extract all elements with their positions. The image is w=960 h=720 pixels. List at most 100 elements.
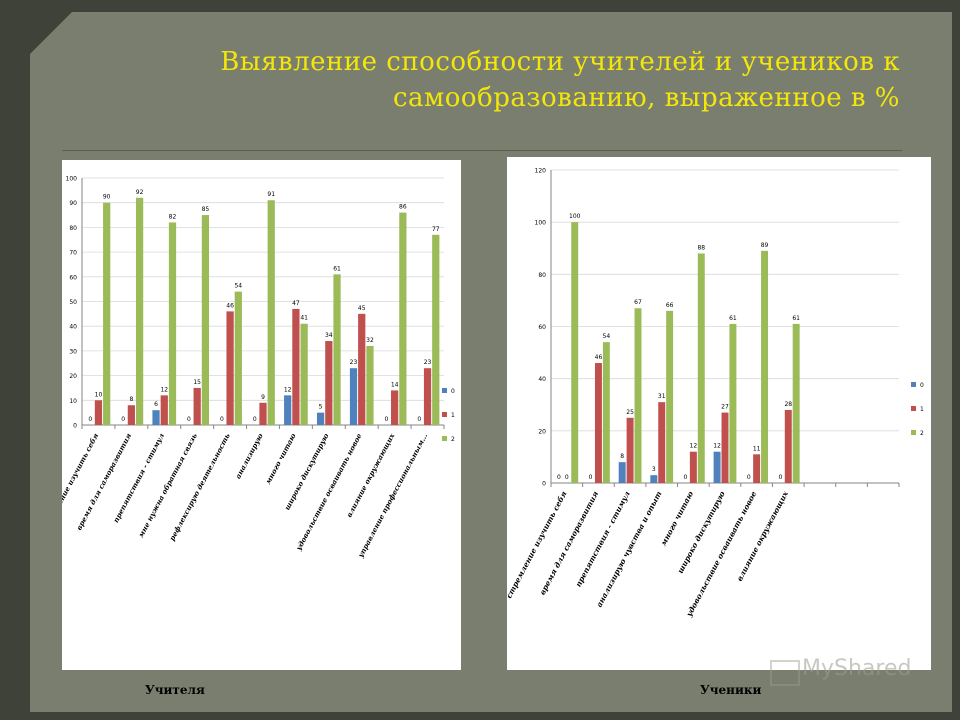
legend-label-1: 1 bbox=[920, 406, 924, 413]
category-label-0: стремление изучить себя bbox=[507, 490, 569, 600]
data-label-series-2-1: 54 bbox=[603, 333, 611, 340]
data-label-series-2-0: 100 bbox=[569, 213, 581, 220]
bar-series-2-1 bbox=[602, 342, 610, 483]
bar-series-2-7 bbox=[792, 323, 800, 483]
bar-series-1-7 bbox=[784, 409, 792, 483]
bar-series-2-8 bbox=[366, 345, 374, 425]
data-label-series-0-5: 0 bbox=[253, 416, 257, 423]
bar-series-1-4 bbox=[226, 311, 234, 425]
data-label-series-2-9: 86 bbox=[399, 204, 407, 211]
students-chart-panel: 0 20 40 60 80 100 120 0 0 100 стремление изучить с… bbox=[507, 157, 931, 670]
data-label-series-1-7: 28 bbox=[784, 401, 792, 408]
legend-label-0: 0 bbox=[451, 388, 455, 395]
bar-series-2-3 bbox=[201, 215, 210, 425]
y-tick-label-9: 90 bbox=[69, 200, 77, 207]
bar-series-2-4 bbox=[234, 291, 242, 425]
y-tick-label-7: 70 bbox=[69, 250, 77, 257]
data-label-series-1-8: 45 bbox=[358, 305, 366, 312]
data-label-series-0-10: 0 bbox=[417, 416, 421, 423]
data-label-series-1-2: 25 bbox=[626, 409, 634, 416]
bar-series-1-1 bbox=[594, 363, 602, 483]
category-label-3: мне нужна обратная связь bbox=[136, 431, 199, 539]
data-label-series-1-3: 15 bbox=[193, 379, 201, 386]
y-tick-label-4: 40 bbox=[69, 324, 77, 331]
data-label-series-1-10: 23 bbox=[424, 359, 432, 366]
data-label-series-1-7: 34 bbox=[325, 332, 333, 339]
legend-swatch-2 bbox=[911, 430, 916, 435]
data-label-series-1-5: 27 bbox=[721, 404, 729, 411]
bar-series-0-2 bbox=[152, 410, 160, 425]
legend-label-2: 2 bbox=[451, 436, 455, 443]
bar-series-1-0 bbox=[94, 400, 103, 425]
teachers-caption: Учителя bbox=[145, 683, 205, 697]
bar-series-1-5 bbox=[721, 412, 729, 483]
slide-corner bbox=[30, 12, 72, 54]
data-label-series-0-8: 23 bbox=[350, 359, 358, 366]
y-tick-label-2: 20 bbox=[69, 373, 77, 380]
bar-series-1-3 bbox=[193, 387, 201, 425]
teachers-chart-panel: 0 10 20 30 40 50 60 70 80 90 100 0 10 90 стремление из… bbox=[62, 160, 461, 670]
data-label-series-0-7: 5 bbox=[319, 404, 323, 411]
data-label-series-0-3: 0 bbox=[187, 416, 191, 423]
data-label-series-1-3: 31 bbox=[658, 393, 666, 400]
data-label-series-2-3: 66 bbox=[666, 302, 674, 309]
data-label-series-0-7: 0 bbox=[778, 474, 782, 481]
data-label-series-2-2: 67 bbox=[634, 299, 642, 306]
data-label-series-2-8: 32 bbox=[366, 337, 374, 344]
data-label-series-0-0: 0 bbox=[88, 416, 92, 423]
y-tick-label-6: 120 bbox=[535, 168, 547, 175]
category-label-2: препятствия - стимул bbox=[574, 489, 632, 588]
y-tick-label-2: 40 bbox=[538, 376, 546, 383]
category-label-5: анализирую bbox=[233, 432, 264, 480]
bar-series-2-2 bbox=[634, 308, 642, 483]
data-label-series-0-2: 6 bbox=[154, 401, 158, 408]
y-tick-label-6: 60 bbox=[69, 274, 77, 281]
bar-series-1-2 bbox=[626, 417, 634, 483]
data-label-series-1-1: 46 bbox=[595, 354, 603, 361]
y-tick-label-5: 50 bbox=[69, 299, 77, 306]
bar-series-0-5 bbox=[713, 451, 721, 483]
data-label-series-0-6: 12 bbox=[284, 386, 292, 393]
bar-series-0-7 bbox=[316, 412, 325, 425]
category-label-4: много читаю bbox=[659, 489, 696, 547]
students-caption: Ученики bbox=[700, 683, 762, 697]
data-label-series-2-4: 54 bbox=[234, 283, 242, 290]
category-label-1: время для саморазвития bbox=[74, 431, 133, 531]
bar-series-2-7 bbox=[333, 274, 341, 425]
data-label-series-1-9: 14 bbox=[391, 381, 399, 388]
data-label-series-2-5: 61 bbox=[729, 315, 737, 322]
bar-series-1-1 bbox=[127, 405, 135, 425]
bar-series-2-4 bbox=[697, 253, 705, 483]
bar-series-2-9 bbox=[399, 212, 407, 425]
title-divider bbox=[62, 150, 902, 151]
category-label-10: управление профессиональным... bbox=[356, 432, 430, 560]
slide-title: Выявление способности учителей и ученико… bbox=[80, 44, 900, 116]
legend-swatch-0 bbox=[911, 382, 916, 387]
y-tick-label-3: 60 bbox=[538, 324, 546, 331]
y-tick-label-0: 0 bbox=[73, 423, 77, 430]
bar-series-1-10 bbox=[423, 368, 432, 425]
y-tick-label-4: 80 bbox=[538, 272, 546, 279]
bar-series-1-9 bbox=[391, 390, 399, 425]
legend-swatch-0 bbox=[442, 388, 447, 393]
data-label-series-1-0: 10 bbox=[95, 391, 103, 398]
watermark-logo bbox=[770, 660, 800, 686]
bar-series-2-0 bbox=[103, 202, 111, 425]
bar-series-0-8 bbox=[349, 368, 358, 425]
data-label-series-1-0: 0 bbox=[565, 474, 569, 481]
data-label-series-0-1: 0 bbox=[589, 474, 593, 481]
y-tick-label-5: 100 bbox=[535, 220, 547, 227]
legend-swatch-2 bbox=[442, 436, 447, 441]
data-label-series-0-2: 8 bbox=[620, 453, 624, 460]
bar-series-2-10 bbox=[432, 234, 440, 425]
data-label-series-1-1: 8 bbox=[129, 396, 133, 403]
data-label-series-0-1: 0 bbox=[121, 416, 125, 423]
data-label-series-2-1: 92 bbox=[136, 189, 144, 196]
bar-series-2-6 bbox=[300, 323, 308, 425]
bar-series-0-3 bbox=[650, 475, 658, 483]
legend-swatch-1 bbox=[911, 406, 916, 411]
data-label-series-0-3: 3 bbox=[652, 466, 656, 473]
data-label-series-2-6: 89 bbox=[761, 242, 769, 249]
data-label-series-2-7: 61 bbox=[792, 315, 800, 322]
